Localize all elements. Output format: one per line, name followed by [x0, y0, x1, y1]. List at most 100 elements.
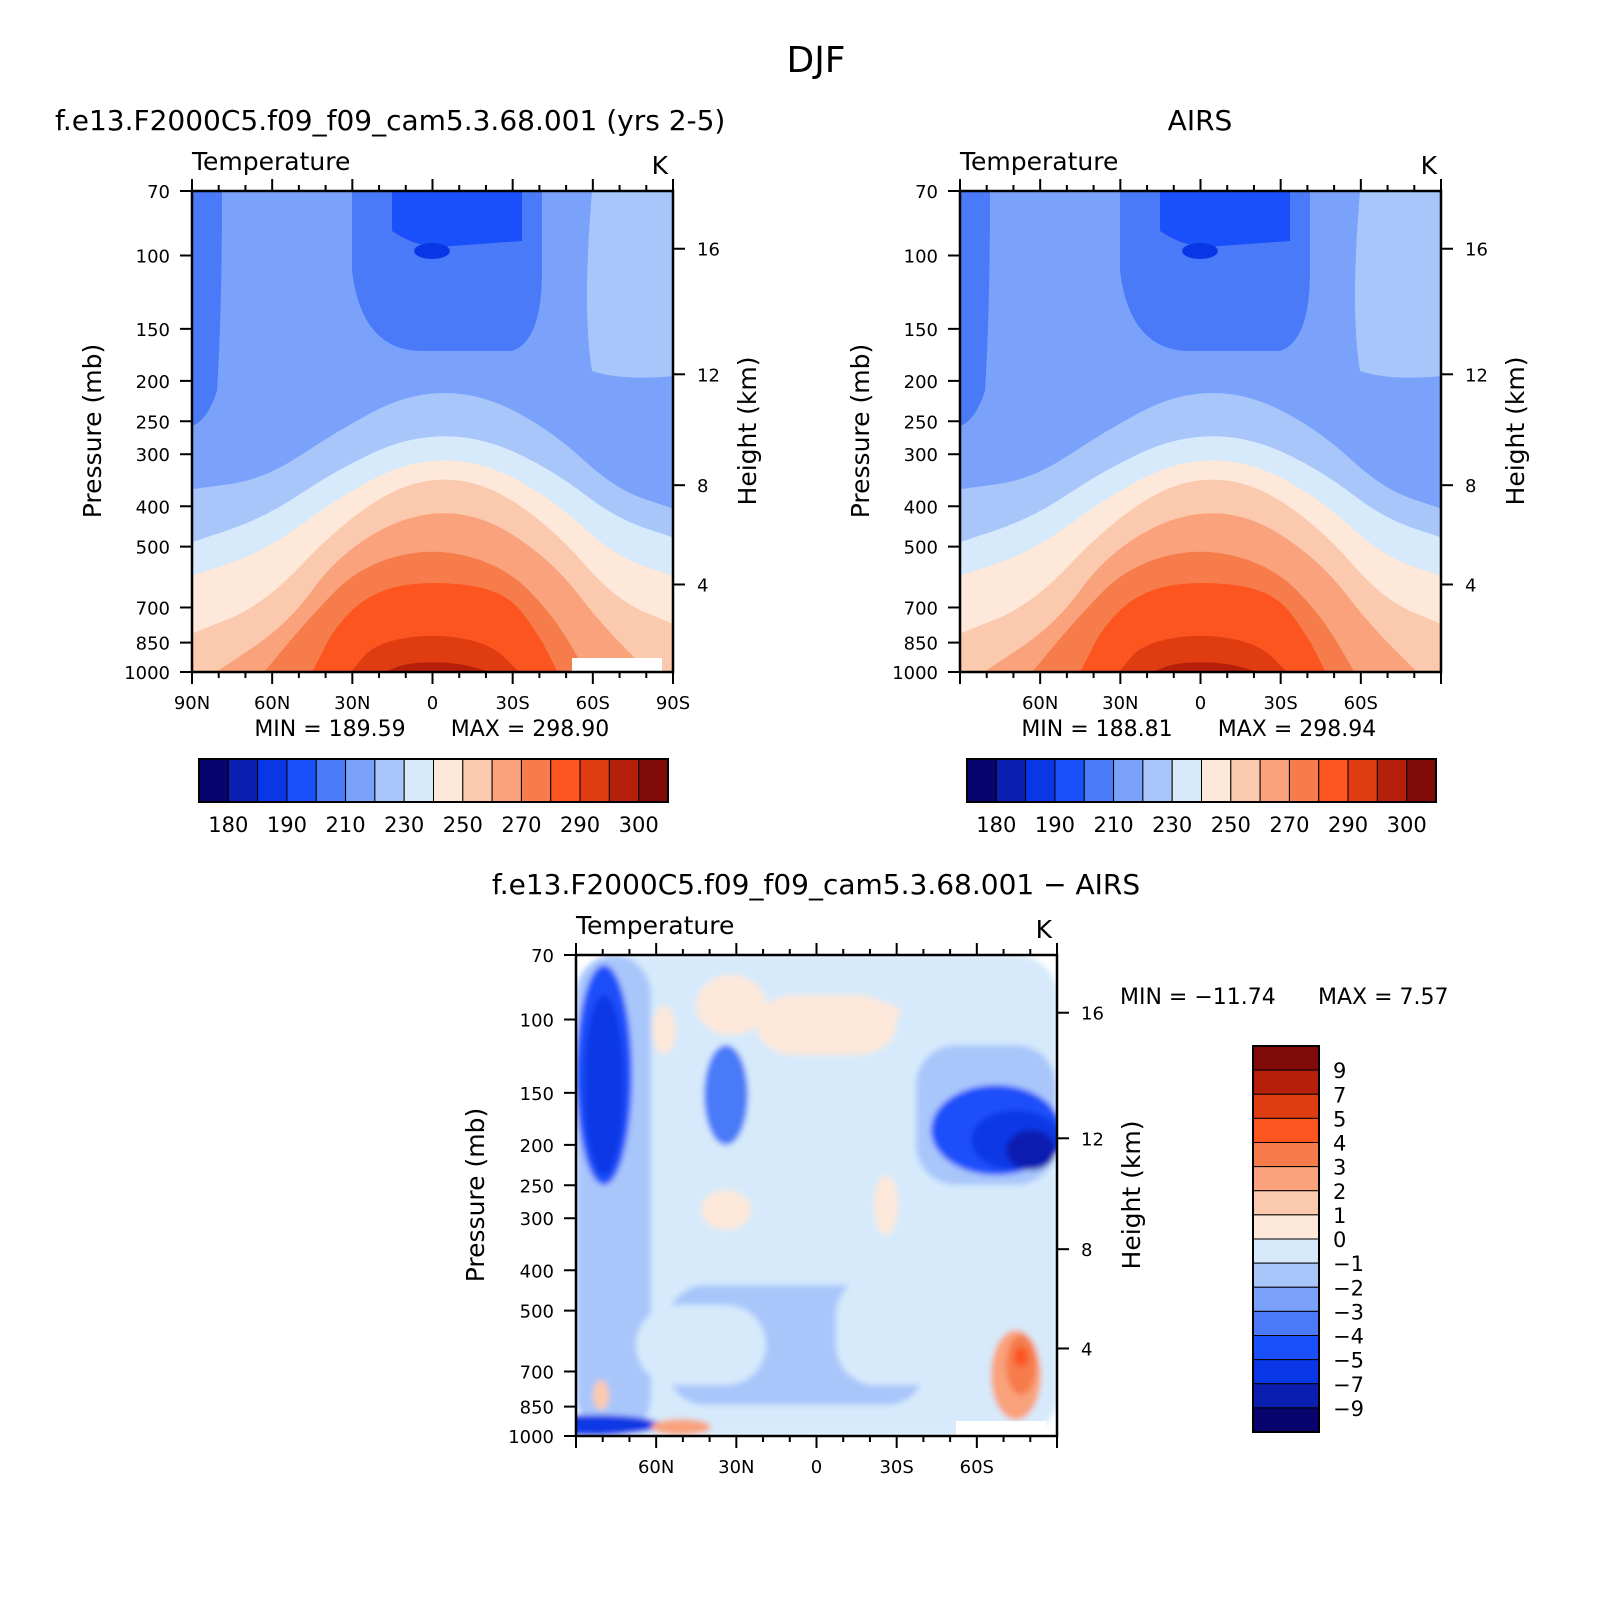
colorbar-label: −7 [1333, 1373, 1364, 1397]
x-tick-label: 30S [1263, 693, 1297, 714]
colorbar-swatch [1252, 1359, 1320, 1385]
contour-band [791, 998, 901, 1028]
y-tick-label: 150 [904, 320, 938, 341]
x-tick-label: 0 [811, 1457, 822, 1478]
colorbar-label: −4 [1333, 1325, 1364, 1349]
colorbar-swatch [1288, 758, 1320, 803]
colorbar-swatch [433, 758, 464, 803]
contour-band [1182, 243, 1218, 259]
x-tick-label: 30N [718, 1457, 754, 1478]
colorbar-swatch [1252, 1335, 1320, 1361]
colorbar-swatch [315, 758, 347, 803]
colorbar-swatch [227, 758, 259, 803]
x-tick-label: 30S [879, 1457, 913, 1478]
colorbar-swatch [1252, 1238, 1320, 1264]
colorbar-label: 7 [1333, 1083, 1346, 1107]
colorbar-label: 300 [1387, 813, 1427, 837]
y-tick-label: 250 [520, 1176, 554, 1197]
colorbar-label: 0 [1333, 1228, 1346, 1252]
y-tick-label: 200 [904, 372, 938, 393]
variable-label: Temperature [575, 911, 734, 940]
colorbar-swatch [1252, 1214, 1320, 1240]
x-tick-label: 60S [576, 693, 610, 714]
x-tick-label: 60N [1022, 693, 1058, 714]
x-tick-label: 90S [656, 693, 690, 714]
colorbar-label: 210 [326, 813, 366, 837]
panel-airs: AIRS Temperature K 70 100 150 200 250 300 400 5… [846, 104, 1530, 837]
contour-band [350, 635, 520, 672]
contour-band [651, 1419, 711, 1435]
contour-band [1014, 1347, 1028, 1367]
colorbar-label: −3 [1333, 1300, 1364, 1324]
colorbar-swatch [608, 758, 640, 803]
y-tick-label: 300 [136, 445, 170, 466]
contour-band [874, 1175, 898, 1235]
y-tick-label: 500 [904, 538, 938, 559]
y-tick-label: 700 [136, 598, 170, 619]
max-label: MAX = 7.57 [1318, 985, 1449, 1010]
colorbar-label: 250 [443, 813, 483, 837]
panel-title: f.e13.F2000C5.f09_f09_cam5.3.68.001 − AI… [492, 868, 1140, 901]
colorbar-swatch [1252, 1045, 1320, 1071]
colorbar-swatch [1376, 758, 1408, 803]
contour-band [1160, 191, 1290, 247]
y-tick-label: 500 [136, 538, 170, 559]
x-tick-label: 60S [1344, 693, 1378, 714]
colorbar-swatch [345, 758, 376, 803]
x-tick-label: 0 [1195, 693, 1206, 714]
units-label: K [1036, 915, 1053, 944]
y-tick-label: 250 [136, 412, 170, 433]
y-tick-label: 850 [904, 634, 938, 655]
contour-band [696, 975, 766, 1035]
colorbar-swatch [1252, 1383, 1320, 1409]
y-tick-label: 850 [136, 634, 170, 655]
units-label: K [1421, 151, 1438, 180]
colorbar-swatch [1025, 758, 1056, 803]
height-tick-label: 16 [1081, 1004, 1104, 1025]
y-tick-label: 700 [904, 598, 938, 619]
height-tick-label: 12 [697, 365, 720, 386]
colorbar-swatch [1252, 1069, 1320, 1095]
y2-axis-label: Height (km) [1117, 1121, 1146, 1270]
y-tick-label: 300 [904, 445, 938, 466]
contour-band [192, 191, 222, 426]
colorbar-frame [198, 758, 669, 803]
colorbar-label: −2 [1333, 1276, 1364, 1300]
y-axis-label: Pressure (mb) [78, 344, 107, 518]
contour-field [192, 191, 673, 672]
colorbar-swatch [198, 758, 229, 803]
colorbar-label: 230 [1152, 813, 1192, 837]
y-tick-label: 850 [520, 1398, 554, 1419]
height-tick-label: 8 [1465, 476, 1476, 497]
missing-data [572, 658, 662, 672]
colorbar-swatch [1113, 758, 1144, 803]
min-label: MIN = 188.81 [1021, 717, 1172, 742]
colorbar-swatch [1201, 758, 1232, 803]
colorbar-label: 270 [501, 813, 541, 837]
y-tick-label: 300 [520, 1209, 554, 1230]
colorbar-label: 180 [976, 813, 1016, 837]
y-axis-label: Pressure (mb) [846, 344, 875, 518]
colorbar-label: 5 [1333, 1107, 1346, 1131]
colorbar-label: 4 [1333, 1132, 1346, 1156]
colorbar-swatch [638, 758, 669, 803]
y-tick-label: 1000 [508, 1427, 554, 1448]
height-tick-label: 4 [1081, 1339, 1092, 1360]
y-tick-label: 400 [136, 497, 170, 518]
contour-band [576, 1415, 661, 1435]
colorbar-swatch [966, 758, 997, 803]
y-tick-label: 100 [136, 247, 170, 268]
colorbar-label: −5 [1333, 1349, 1364, 1373]
x-tick-label: 30N [334, 693, 370, 714]
missing-data [956, 1421, 1046, 1436]
colorbar-label: 190 [267, 813, 307, 837]
colorbar-swatch [1252, 1142, 1320, 1168]
y-tick-label: 150 [136, 320, 170, 341]
colorbar-label: 290 [1328, 813, 1368, 837]
colorbar-label: 3 [1333, 1156, 1346, 1180]
colorbar-swatch [1406, 758, 1437, 803]
x-tick-label: 30S [495, 693, 529, 714]
x-tick-label: 60S [960, 1457, 994, 1478]
max-label: MAX = 298.90 [451, 717, 610, 742]
colorbar-swatch [257, 758, 288, 803]
